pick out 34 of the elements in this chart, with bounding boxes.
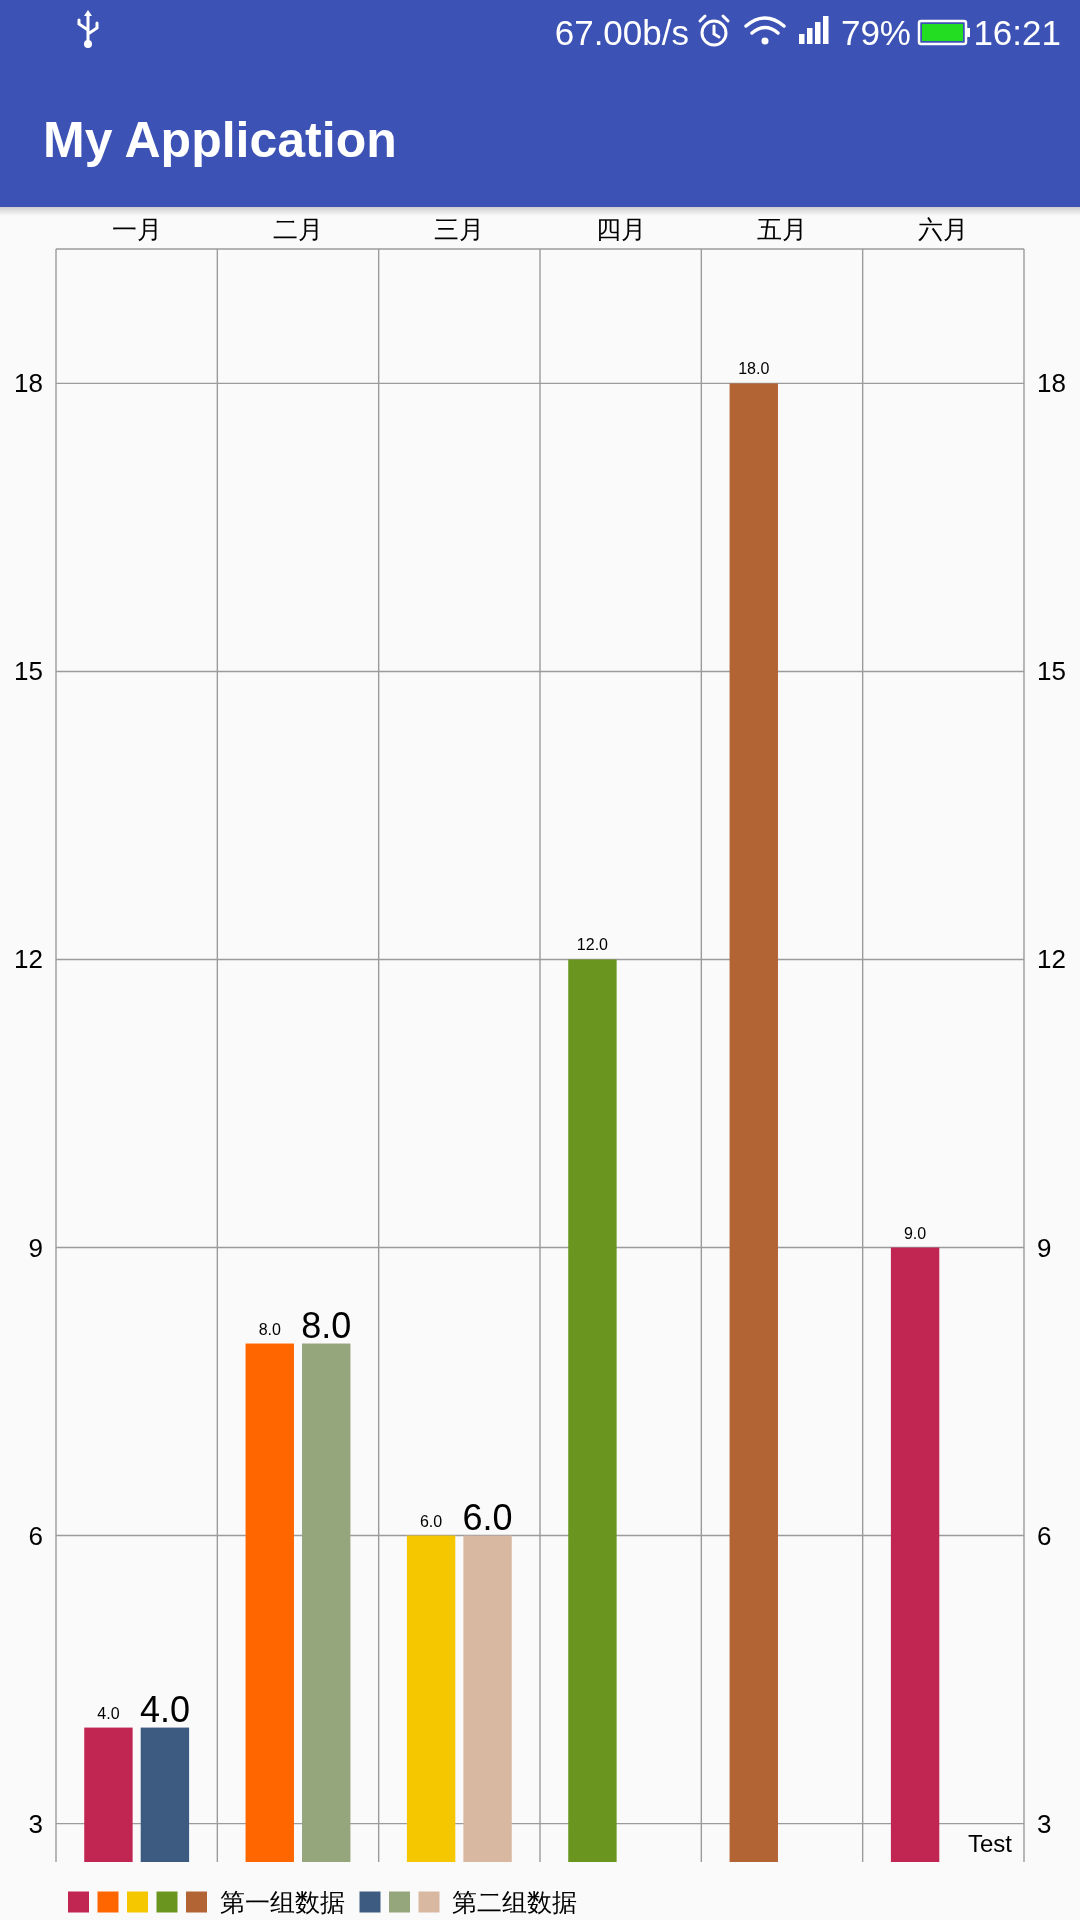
x-tick-label: 四月 xyxy=(595,215,646,243)
legend-label: 第二组数据 xyxy=(452,1888,577,1916)
y-tick-label: 15 xyxy=(14,656,43,687)
data-label: 6.0 xyxy=(419,1512,443,1530)
y2-tick-label: 6 xyxy=(1037,1520,1052,1551)
data-label: 4.0 xyxy=(139,1688,190,1730)
text: 16:21 xyxy=(973,13,1061,52)
data-label: 9.0 xyxy=(903,1224,927,1242)
data-label: 12.0 xyxy=(576,936,609,954)
data-label: 6.0 xyxy=(462,1496,513,1538)
data-label: 18.0 xyxy=(738,360,770,378)
chart-title: My Application xyxy=(43,112,397,168)
text: 79% xyxy=(840,13,911,52)
y2-tick-label: 9 xyxy=(1037,1232,1052,1263)
x-tick-label: 三月 xyxy=(434,215,485,243)
x-tick-label: 六月 xyxy=(918,215,969,243)
data-label: 8.0 xyxy=(258,1320,281,1338)
text: 67.00b/s xyxy=(554,13,689,52)
y2-tick-label: 3 xyxy=(1037,1808,1052,1839)
x-tick-label: 一月 xyxy=(111,215,162,243)
y-tick-label: 12 xyxy=(14,944,43,975)
data-label: 8.0 xyxy=(301,1304,352,1346)
y-tick-label: 9 xyxy=(28,1232,43,1263)
y-tick-label: 3 xyxy=(28,1808,43,1839)
y2-tick-label: 15 xyxy=(1037,656,1066,687)
x-tick-label: 五月 xyxy=(757,215,807,243)
annotation: Test xyxy=(967,1830,1013,1857)
y-tick-label: 6 xyxy=(28,1520,43,1551)
x-tick-label: 二月 xyxy=(273,215,323,243)
y-tick-label: 18 xyxy=(14,368,43,399)
data-label: 4.0 xyxy=(97,1704,120,1722)
y2-tick-label: 12 xyxy=(1037,944,1066,975)
legend-label: 第一组数据 xyxy=(219,1888,345,1916)
y2-tick-label: 18 xyxy=(1037,368,1066,399)
